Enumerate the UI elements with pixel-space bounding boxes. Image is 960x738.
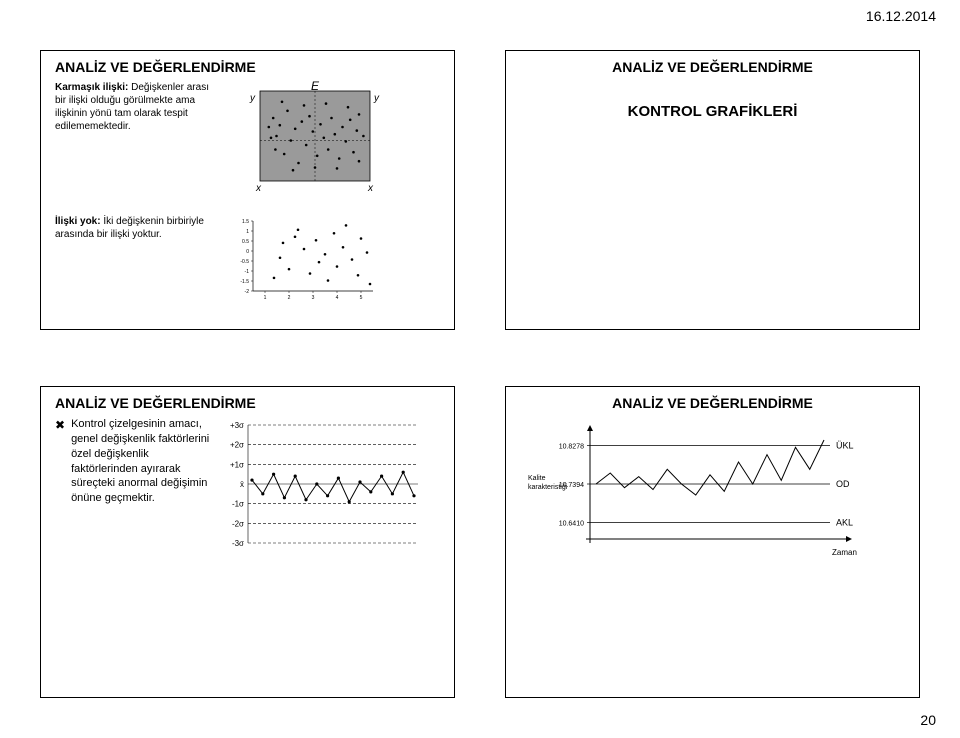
slide-2: ANALİZ VE DEĞERLENDİRME KONTROL GRAFİKLE… [505,50,920,330]
slide-1-title: ANALİZ VE DEĞERLENDİRME [55,59,440,75]
slide-2-title: ANALİZ VE DEĞERLENDİRME [520,59,905,75]
svg-text:E: E [311,81,320,93]
date: 16.12.2014 [866,8,936,24]
svg-text:1.5: 1.5 [242,219,249,225]
svg-text:10.6410: 10.6410 [559,521,584,528]
svg-text:y: y [249,93,256,104]
slide-1b-desc-bold: İlişki yok: [55,216,101,227]
slide-6: ANALİZ VE DEĞERLENDİRME ÜKL OD AKL 10.8278 1… [505,386,920,698]
svg-text:karakteristiği: karakteristiği [528,484,568,491]
svg-text:2: 2 [288,295,291,301]
svg-text:3: 3 [312,295,315,301]
slide-6-chart: ÜKLODAKL10.827810.739410.6410Kalitekarak… [520,417,905,567]
slide-1-desc-bold: Karmaşık ilişki: [55,82,128,93]
svg-text:5: 5 [360,295,363,301]
svg-text:-1: -1 [245,269,250,275]
svg-text:-0.5: -0.5 [240,259,249,265]
svg-text:4: 4 [336,295,339,301]
svg-text:Zaman: Zaman [832,548,857,557]
svg-text:10.8278: 10.8278 [559,444,584,451]
svg-text:-1σ: -1σ [232,500,244,509]
slide-1-section2: İlişki yok: İki değişkenin birbiriyle ar… [55,215,440,305]
svg-text:Kalite: Kalite [528,475,546,482]
svg-text:-3σ: -3σ [232,539,244,548]
svg-text:OD: OD [836,479,850,489]
slides-grid: ANALİZ VE DEĞERLENDİRME Karmaşık ilişki:… [40,50,920,698]
svg-text:y: y [373,93,380,104]
slide-1-chart: y y Ex x [225,81,405,201]
svg-text:+2σ: +2σ [230,441,244,450]
slide-5-chart: +3σ +2σ +1σ x̄ -1σ -2σ -3σ [220,417,430,557]
page-number: 20 [920,712,936,728]
slide-5: ANALİZ VE DEĞERLENDİRME ✖ Kontrol çizelg… [40,386,455,698]
svg-text:x: x [367,183,374,194]
svg-text:-2σ: -2σ [232,519,244,528]
slide-5-bullet: Kontrol çizelgesinin amacı, genel değişk… [71,417,210,506]
svg-text:+3σ: +3σ [230,421,244,430]
svg-text:-1.5: -1.5 [240,279,249,285]
svg-text:-2: -2 [245,289,250,295]
slide-1: ANALİZ VE DEĞERLENDİRME Karmaşık ilişki:… [40,50,455,330]
svg-text:0: 0 [246,249,249,255]
svg-text:x: x [255,183,262,194]
bullet-icon: ✖ [55,419,65,431]
slide-1b-chart: 1.5 1 0.5 0 -0.5 -1 -1.5 -2 1 2 3 4 5 [225,215,385,305]
slide-1b-desc: İlişki yok: İki değişkenin birbiriyle ar… [55,215,215,241]
slide-6-title: ANALİZ VE DEĞERLENDİRME [520,395,905,411]
svg-text:AKL: AKL [836,518,853,528]
svg-text:1: 1 [264,295,267,301]
slide-2-subtitle: KONTROL GRAFİKLERİ [520,103,905,120]
svg-text:1: 1 [246,229,249,235]
svg-text:ÜKL: ÜKL [836,441,854,451]
slide-1-desc: Karmaşık ilişki: Değişkenler arası bir i… [55,81,215,133]
svg-text:+1σ: +1σ [230,460,244,469]
slide-5-title: ANALİZ VE DEĞERLENDİRME [55,395,440,411]
svg-text:x̄: x̄ [240,480,244,489]
svg-text:0.5: 0.5 [242,239,249,245]
